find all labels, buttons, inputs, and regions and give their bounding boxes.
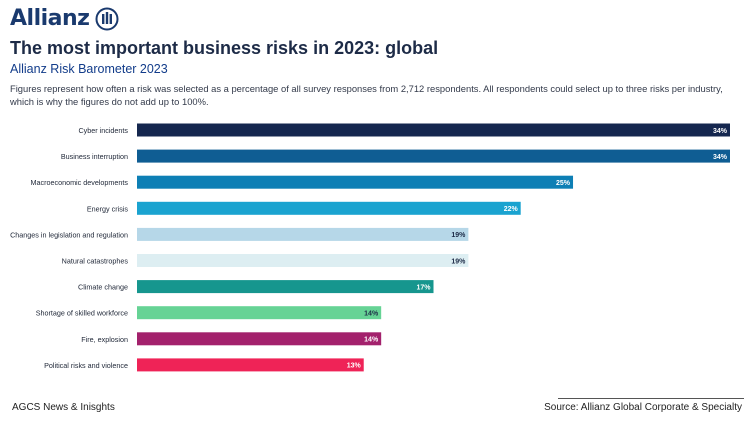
allianz-eagle-icon <box>95 7 119 30</box>
footer-divider <box>558 398 744 399</box>
category-label: Fire, explosion <box>81 335 128 344</box>
category-label: Business interruption <box>61 152 128 161</box>
category-label: Changes in legislation and regulation <box>10 230 128 239</box>
bar <box>137 306 382 320</box>
category-label: Cyber incidents <box>78 126 128 135</box>
data-label: 22% <box>504 206 519 213</box>
bar <box>137 201 521 215</box>
bar <box>137 227 469 241</box>
category-label: Natural catastrophes <box>62 257 129 266</box>
data-label: 14% <box>364 311 379 318</box>
category-label: Climate change <box>78 283 128 292</box>
bar <box>137 175 574 189</box>
data-label: 14% <box>364 337 379 344</box>
allianz-logo: Allianz <box>10 6 119 31</box>
data-label: 19% <box>451 258 466 265</box>
methodology-note: Figures represent how often a risk was s… <box>10 83 723 107</box>
category-label: Shortage of skilled workforce <box>36 309 128 318</box>
brand-name: Allianz <box>10 6 90 31</box>
footer-publisher[interactable]: AGCS News & Inisghts <box>12 402 115 413</box>
data-label: 13% <box>347 363 362 370</box>
bar <box>137 254 469 267</box>
bar <box>137 332 382 346</box>
footer-source: Source: Allianz Global Corporate & Speci… <box>544 402 742 413</box>
bar <box>137 123 730 137</box>
data-label: 25% <box>556 180 571 187</box>
bar <box>137 280 434 294</box>
category-label: Political risks and violence <box>44 361 128 370</box>
bar <box>137 149 730 163</box>
category-label: Macroeconomic developments <box>31 178 129 187</box>
data-label: 34% <box>713 154 728 161</box>
data-label: 19% <box>451 232 466 239</box>
page-title: The most important business risks in 202… <box>10 38 439 58</box>
data-label: 34% <box>713 128 728 135</box>
risk-bar-chart: Cyber incidents 34% Business interruption 3… <box>10 123 730 372</box>
data-label: 17% <box>416 284 431 291</box>
category-label: Energy crisis <box>87 204 129 213</box>
bar <box>137 358 364 372</box>
page-subtitle: Allianz Risk Barometer 2023 <box>10 62 168 76</box>
